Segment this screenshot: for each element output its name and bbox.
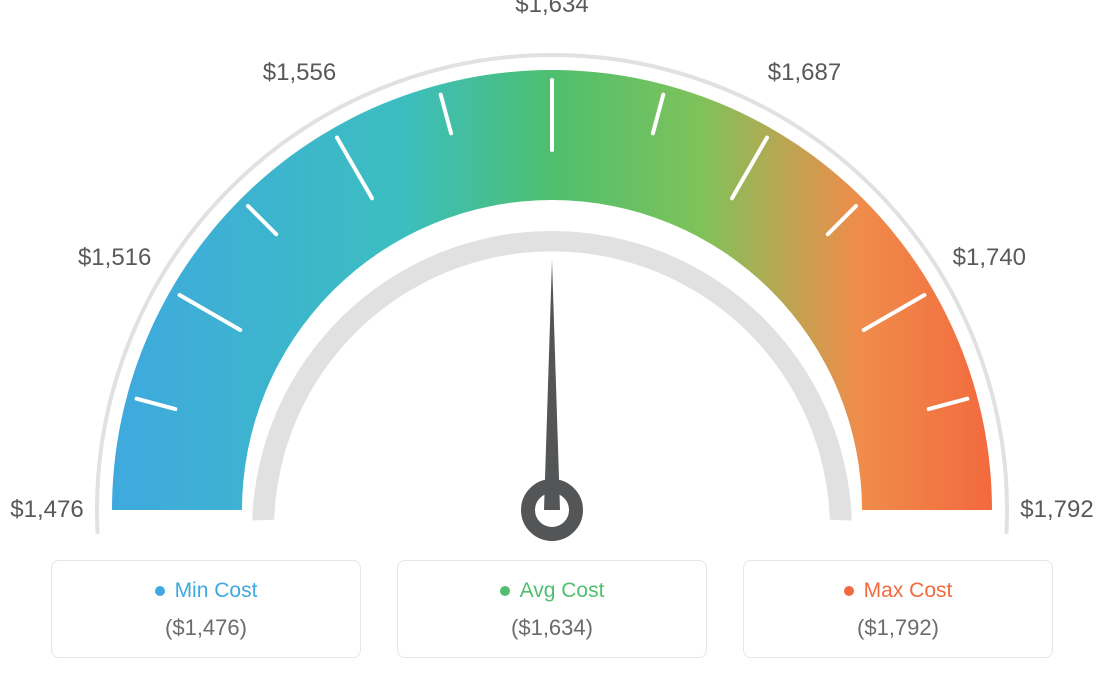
gauge-tick-label: $1,687 (768, 59, 841, 87)
legend-card-min: Min Cost ($1,476) (51, 560, 361, 658)
gauge-tick-label: $1,634 (515, 0, 588, 19)
legend-dot-avg (500, 586, 510, 596)
legend-title-avg: Avg Cost (500, 579, 605, 603)
legend-title-max: Max Cost (844, 579, 953, 603)
gauge-svg (0, 0, 1104, 560)
legend-label-max: Max Cost (864, 579, 953, 603)
legend-card-max: Max Cost ($1,792) (743, 560, 1053, 658)
legend-value-min: ($1,476) (62, 615, 350, 641)
legend-dot-max (844, 586, 854, 596)
gauge-tick-label: $1,556 (263, 59, 336, 87)
gauge-tick-label: $1,740 (953, 244, 1026, 272)
legend-title-min: Min Cost (155, 579, 258, 603)
gauge-chart: $1,476 $1,516 $1,556 $1,634 $1,687 $1,740 $1,7… (0, 0, 1104, 560)
legend-value-avg: ($1,634) (408, 615, 696, 641)
legend-label-avg: Avg Cost (520, 579, 605, 603)
gauge-tick-label: $1,792 (1020, 496, 1093, 524)
legend-value-max: ($1,792) (754, 615, 1042, 641)
gauge-tick-label: $1,476 (10, 496, 83, 524)
legend-label-min: Min Cost (175, 579, 258, 603)
legend-row: Min Cost ($1,476) Avg Cost ($1,634) Max … (0, 560, 1104, 658)
legend-card-avg: Avg Cost ($1,634) (397, 560, 707, 658)
gauge-tick-label: $1,516 (78, 244, 151, 272)
legend-dot-min (155, 586, 165, 596)
